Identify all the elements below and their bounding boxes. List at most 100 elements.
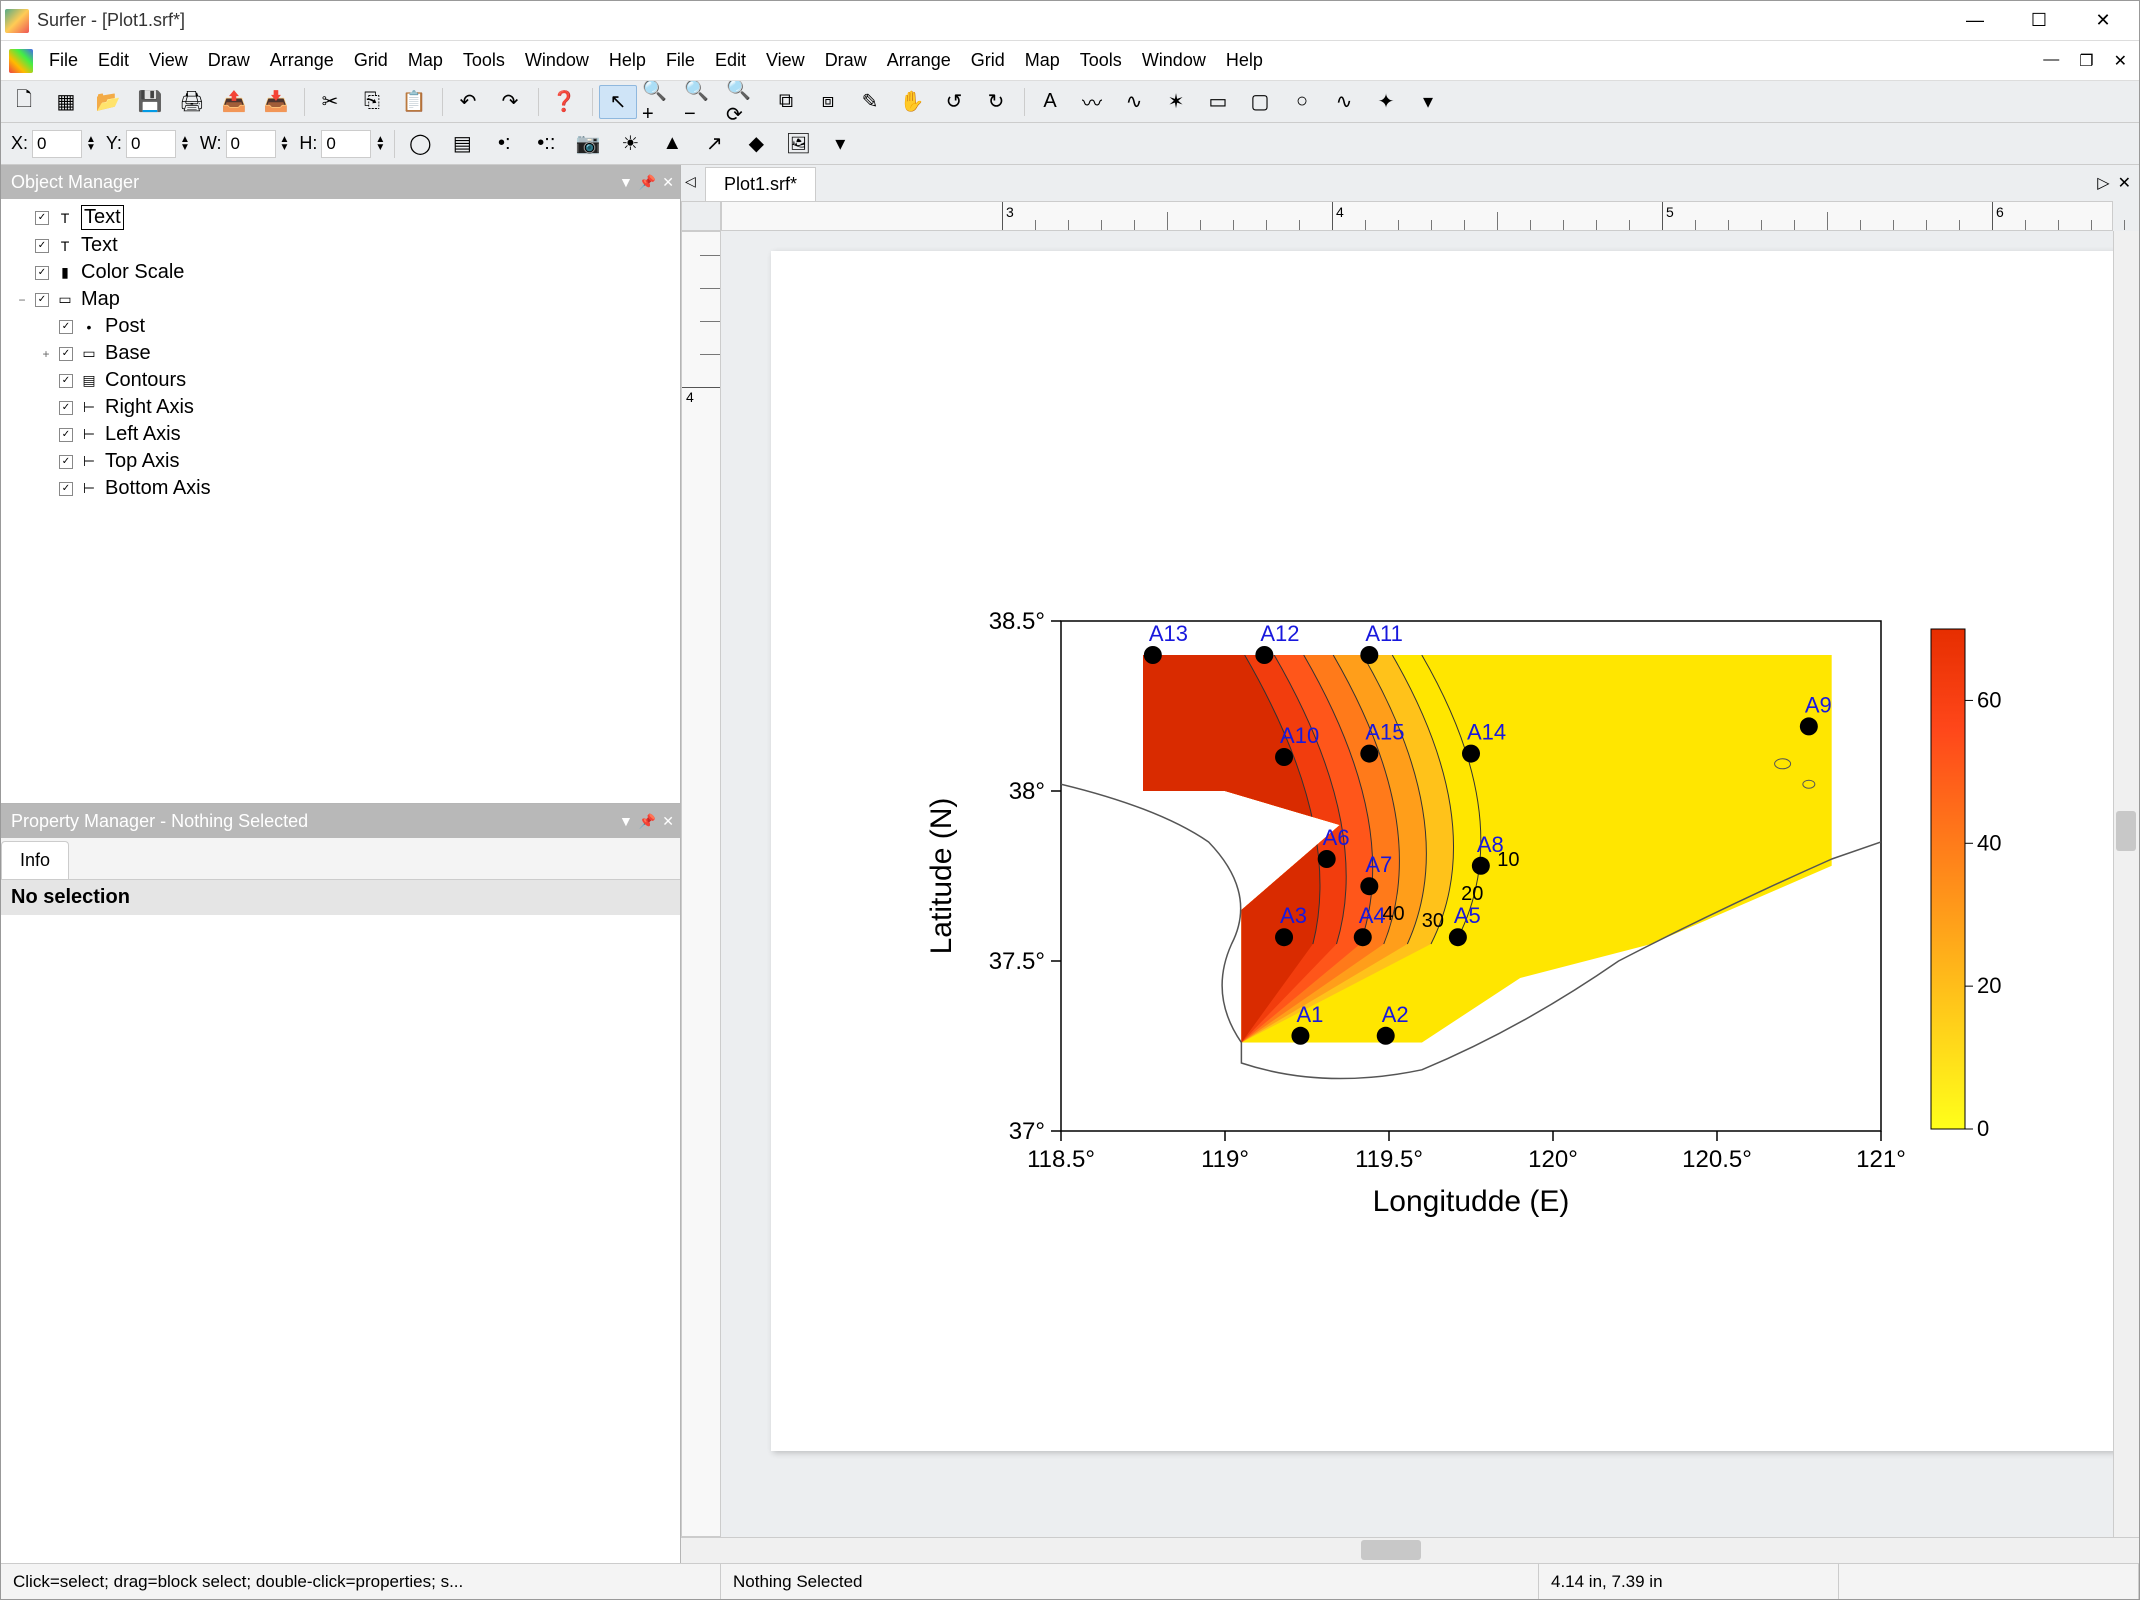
toolbar-rotate-ccw-button[interactable]: ↺: [935, 85, 973, 119]
toolbar-paste-button[interactable]: 📋: [395, 85, 433, 119]
coord-w-spinner[interactable]: ▲▼: [280, 136, 290, 152]
toolbar-zoom-sel-button[interactable]: ⧈: [809, 85, 847, 119]
toolbar-zoom-rect-button[interactable]: ⧉: [767, 85, 805, 119]
menu-map[interactable]: Map: [398, 44, 453, 77]
menu-view[interactable]: View: [756, 44, 815, 77]
panel-close-icon[interactable]: ✕: [662, 174, 674, 191]
mdi-minimize-button[interactable]: —: [2037, 49, 2065, 73]
scrollbar-thumb[interactable]: [1361, 1540, 1421, 1560]
tree-item-post[interactable]: ✓•Post: [9, 313, 672, 340]
menu-draw[interactable]: Draw: [815, 44, 877, 77]
toolbar-zoom-out-button[interactable]: 🔍−: [683, 85, 721, 119]
tree-item-right axis[interactable]: ✓⊢Right Axis: [9, 394, 672, 421]
mdi-close-button[interactable]: ✕: [2108, 49, 2133, 73]
panel-dropdown-icon[interactable]: ▼: [619, 174, 633, 191]
menu-tools[interactable]: Tools: [453, 44, 515, 77]
toolbar-dd-button[interactable]: ▾: [821, 127, 859, 161]
toolbar-post-button[interactable]: •:: [485, 127, 523, 161]
tab-close-icon[interactable]: ✕: [2118, 173, 2131, 193]
toolbar-polyline-button[interactable]: 〰: [1073, 85, 1111, 119]
toolbar-text-button[interactable]: A: [1031, 85, 1069, 119]
toolbar-redo-button[interactable]: ↷: [491, 85, 529, 119]
toolbar-print-button[interactable]: 🖨: [173, 85, 211, 119]
menu-window[interactable]: Window: [515, 44, 599, 77]
toolbar-undo-button[interactable]: ↶: [449, 85, 487, 119]
horizontal-scrollbar[interactable]: [721, 1538, 2113, 1563]
menu-tools[interactable]: Tools: [1070, 44, 1132, 77]
vertical-scrollbar[interactable]: [2113, 231, 2139, 1537]
toolbar-reshape-button[interactable]: ✎: [851, 85, 889, 119]
coord-y-input[interactable]: [126, 130, 176, 158]
toolbar-new-button[interactable]: 🗋: [5, 85, 43, 119]
toolbar-classed-post-button[interactable]: •::: [527, 127, 565, 161]
toolbar-wells-button[interactable]: ◆: [737, 127, 775, 161]
menu-edit[interactable]: Edit: [705, 44, 756, 77]
menu-file[interactable]: File: [656, 44, 705, 77]
tab-nav-left-icon[interactable]: ◁: [685, 173, 696, 190]
toolbar-rect-button[interactable]: ▭: [1199, 85, 1237, 119]
toolbar-pointer-button[interactable]: ↖: [599, 85, 637, 119]
tree-item-left axis[interactable]: ✓⊢Left Axis: [9, 421, 672, 448]
toolbar-spline-button[interactable]: ∿: [1115, 85, 1153, 119]
menu-file[interactable]: File: [39, 44, 88, 77]
menu-arrange[interactable]: Arrange: [260, 44, 344, 77]
toolbar-grid-button[interactable]: ▦: [47, 85, 85, 119]
document-tab[interactable]: Plot1.srf*: [705, 167, 816, 201]
mdi-restore-button[interactable]: ❐: [2073, 49, 2099, 73]
toolbar-colormap-button[interactable]: ▤: [443, 127, 481, 161]
canvas[interactable]: 118.5°119°119.5°120°120.5°121°37°37.5°38…: [721, 231, 2113, 1537]
coord-h-spinner[interactable]: ▲▼: [375, 136, 385, 152]
menu-draw[interactable]: Draw: [198, 44, 260, 77]
toolbar-import-button[interactable]: 📥: [257, 85, 295, 119]
toolbar-cut-button[interactable]: ✂: [311, 85, 349, 119]
tree-item-top axis[interactable]: ✓⊢Top Axis: [9, 448, 672, 475]
tab-info[interactable]: Info: [1, 841, 69, 879]
toolbar-zoom-in-button[interactable]: 🔍+: [641, 85, 679, 119]
toolbar-stock-button[interactable]: ✦: [1367, 85, 1405, 119]
scrollbar-thumb[interactable]: [2116, 811, 2136, 851]
coord-y-spinner[interactable]: ▲▼: [180, 136, 190, 152]
toolbar-zoom-realtime-button[interactable]: 🔍⟳: [725, 85, 763, 119]
menu-help[interactable]: Help: [599, 44, 656, 77]
toolbar-help-button[interactable]: ❓: [545, 85, 583, 119]
toolbar-ellipse-button[interactable]: ○: [1283, 85, 1321, 119]
tree-item-text[interactable]: ✓TText: [9, 232, 672, 259]
menu-map[interactable]: Map: [1015, 44, 1070, 77]
toolbar-export-button[interactable]: 📤: [215, 85, 253, 119]
menu-grid[interactable]: Grid: [344, 44, 398, 77]
toolbar-save-button[interactable]: 💾: [131, 85, 169, 119]
panel-close-icon[interactable]: ✕: [662, 813, 674, 830]
toolbar-round-rect-button[interactable]: ▢: [1241, 85, 1279, 119]
menu-arrange[interactable]: Arrange: [877, 44, 961, 77]
toolbar-contour-poly-button[interactable]: ◯: [401, 127, 439, 161]
toolbar-pan-button[interactable]: ✋: [893, 85, 931, 119]
menu-edit[interactable]: Edit: [88, 44, 139, 77]
toolbar-camera-button[interactable]: 📷: [569, 127, 607, 161]
coord-w-input[interactable]: [226, 130, 276, 158]
coord-x-input[interactable]: [32, 130, 82, 158]
tree-item-bottom axis[interactable]: ✓⊢Bottom Axis: [9, 475, 672, 502]
minimize-button[interactable]: —: [1943, 1, 2007, 41]
coord-x-spinner[interactable]: ▲▼: [86, 136, 96, 152]
panel-pin-icon[interactable]: 📌: [639, 174, 656, 191]
tree-item-text[interactable]: ✓TText: [9, 203, 672, 232]
toolbar-vectors-button[interactable]: ↗: [695, 127, 733, 161]
menu-window[interactable]: Window: [1132, 44, 1216, 77]
tree-item-base[interactable]: +✓▭Base: [9, 340, 672, 367]
menu-grid[interactable]: Grid: [961, 44, 1015, 77]
tree-item-map[interactable]: −✓▭Map: [9, 286, 672, 313]
toolbar-symbol-button[interactable]: ✶: [1157, 85, 1195, 119]
panel-pin-icon[interactable]: 📌: [639, 813, 656, 830]
tree-item-contours[interactable]: ✓▤Contours: [9, 367, 672, 394]
menu-help[interactable]: Help: [1216, 44, 1273, 77]
toolbar-sun-button[interactable]: ☀: [611, 127, 649, 161]
coord-h-input[interactable]: [321, 130, 371, 158]
toolbar-open-button[interactable]: 📂: [89, 85, 127, 119]
toolbar-copy-button[interactable]: ⎘: [353, 85, 391, 119]
close-button[interactable]: ✕: [2071, 1, 2135, 41]
menu-view[interactable]: View: [139, 44, 198, 77]
toolbar-image-button[interactable]: 🖼: [779, 127, 817, 161]
tab-nav-right-icon[interactable]: ▷: [2097, 173, 2109, 193]
tree-item-color scale[interactable]: ✓▮Color Scale: [9, 259, 672, 286]
maximize-button[interactable]: ☐: [2007, 1, 2071, 41]
